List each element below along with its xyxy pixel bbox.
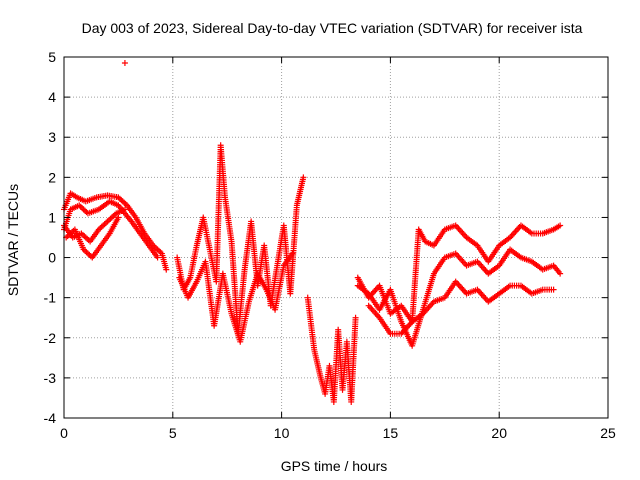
x-tick-label: 15 <box>383 425 399 441</box>
y-tick-label: 5 <box>48 49 56 65</box>
data-point <box>121 60 128 67</box>
data-point <box>289 250 296 257</box>
y-tick-label: 1 <box>48 209 56 225</box>
y-tick-label: 3 <box>48 129 56 145</box>
y-tick-label: 0 <box>48 250 56 266</box>
y-tick-label: -1 <box>44 290 57 306</box>
data-point <box>163 266 170 273</box>
data-point <box>300 174 307 181</box>
data-point <box>550 286 557 293</box>
data-point <box>121 206 128 213</box>
x-axis-label: GPS time / hours <box>281 458 388 474</box>
data-point <box>557 270 564 277</box>
data-point <box>352 314 359 321</box>
y-tick-label: 2 <box>48 169 56 185</box>
data-points <box>61 60 564 405</box>
y-tick-label: -3 <box>44 370 57 386</box>
chart-title: Day 003 of 2023, Sidereal Day-to-day VTE… <box>82 20 583 36</box>
y-tick-label: -4 <box>44 410 57 426</box>
y-tick-label: -2 <box>44 330 57 346</box>
plot-frame <box>63 56 609 419</box>
y-tick-label: 4 <box>48 89 56 105</box>
data-point <box>154 254 161 261</box>
y-axis-label: SDTVAR / TECUs <box>5 184 21 296</box>
x-tick-label: 5 <box>169 425 177 441</box>
data-point <box>557 222 564 229</box>
x-tick-label: 0 <box>60 425 68 441</box>
x-tick-label: 10 <box>274 425 290 441</box>
data-point <box>115 214 122 221</box>
x-tick-label: 20 <box>491 425 507 441</box>
axis-ticks: 0 5 10 15 20 25 -4 -3 -2 -1 0 1 2 3 4 5 <box>44 49 616 441</box>
x-tick-label: 25 <box>600 425 616 441</box>
